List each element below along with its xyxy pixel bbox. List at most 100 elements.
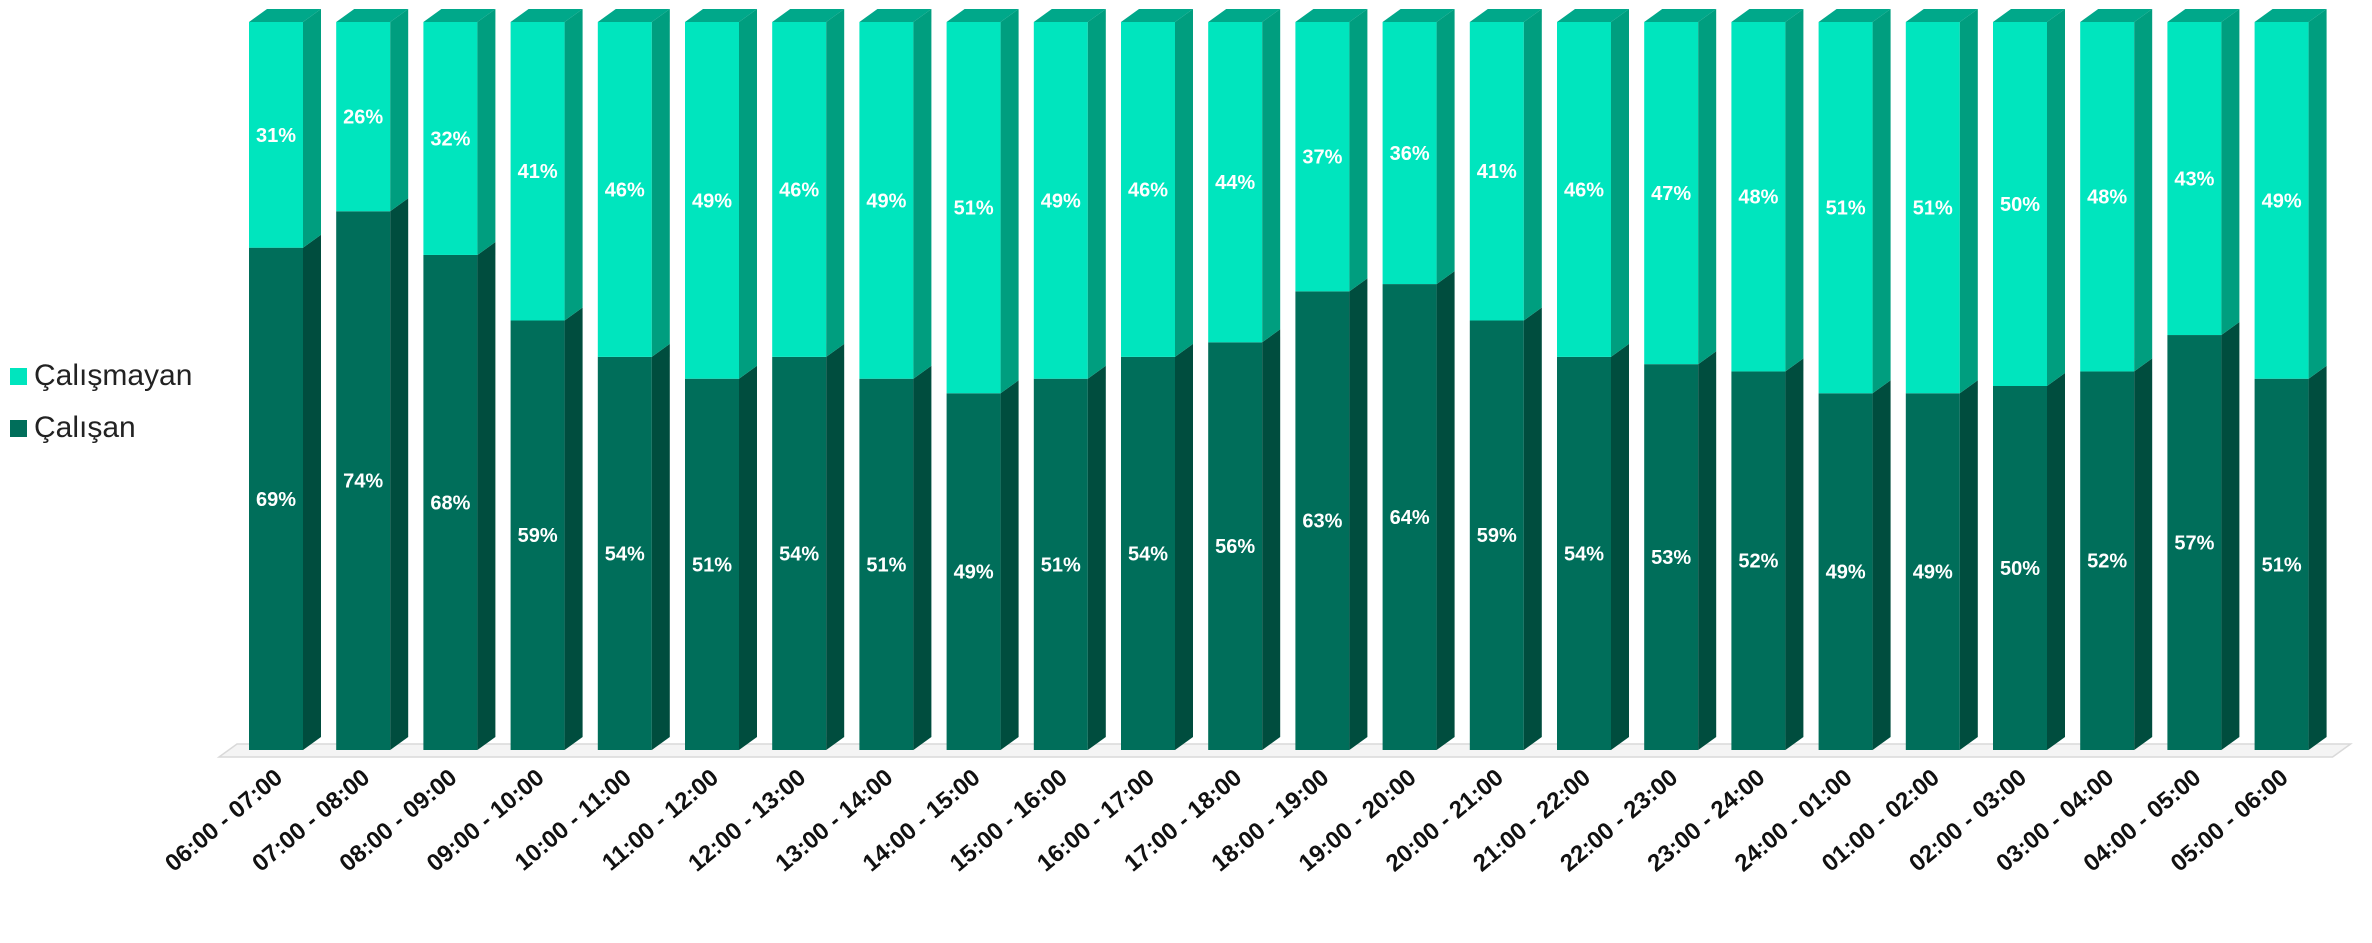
bar-calisan [1208,342,1263,750]
data-label-calisan: 64% [1390,507,1430,529]
bar-calisan-side [2308,365,2327,750]
bar-calismayan [946,22,1001,394]
data-label-calismayan: 49% [1041,190,1081,212]
bar-calismayan [1295,22,1350,292]
bar-calisan-side [1698,351,1717,750]
bar-top-face [1905,9,1978,22]
data-label-calismayan: 48% [1738,187,1778,209]
bar-calismayan-side [739,9,757,379]
bar-top-face [1731,9,1804,22]
bar-calisan [597,356,652,750]
data-label-calisan: 68% [430,492,470,514]
bar-calisan [685,378,739,750]
bar-top-face [510,9,583,22]
data-label-calisan: 50% [2000,558,2040,580]
bar-top-face [423,9,496,22]
legend-item-calismayan: Çalışmayan [10,350,192,402]
bar-calisan [2254,378,2309,750]
bar-top-face [2167,9,2240,22]
data-label-calismayan: 49% [866,190,906,212]
bar-calismayan [510,22,565,321]
bar-calismayan-side [390,9,409,212]
bar-group [2254,9,2327,750]
data-label-calismayan: 51% [1826,198,1866,220]
bar-calismayan [1469,22,1524,321]
bar-group [423,9,496,750]
bar-calismayan [685,22,739,379]
data-label-calismayan: 41% [1477,161,1517,183]
bar-calismayan-side [1436,9,1455,285]
bar-group [1208,9,1281,750]
bar-group [1993,9,2065,750]
bar-group [685,9,757,750]
bar-calisan [946,393,1001,750]
data-label-calisan: 52% [1738,551,1778,573]
bar-top-face [2080,9,2153,22]
data-label-calisan: 63% [1302,511,1342,533]
bar-calismayan [336,22,391,212]
bar-calismayan [2080,22,2135,372]
bar-top-face [1208,9,1281,22]
bar-calismayan-side [2221,9,2240,335]
bar-group [772,9,845,750]
bar-calisan [2167,335,2222,750]
bar-calismayan [1121,22,1175,357]
bar-group [1469,9,1542,750]
data-label-calisan: 49% [1913,562,1953,584]
data-label-calisan: 51% [866,554,906,576]
bar-calismayan-side [2134,9,2153,372]
bar-calismayan-side [1872,9,1891,394]
bar-group [1731,9,1804,750]
bar-calismayan-side [1000,9,1019,394]
bar-calismayan [1818,22,1873,394]
data-label-calisan: 53% [1651,547,1691,569]
bar-calisan-side [390,198,409,751]
bar-calisan-side [651,343,670,750]
data-label-calismayan: 36% [1390,143,1430,165]
data-label-calisan: 56% [1215,536,1255,558]
data-labels-group: 31% 69% 26% 74% 32% 68% 41% 59% 46% 54% 49% 51% 46% 5… [256,107,2302,584]
bar-calismayan-side [1959,9,1978,394]
chart-floor [216,743,2353,758]
bar-calisan-side [1523,307,1542,750]
bar-calisan [1644,364,1699,750]
legend-item-calisan: Çalışan [10,402,192,454]
bar-calisan-side [1262,329,1281,750]
data-label-calismayan: 47% [1651,183,1691,205]
legend-label-calisan: Çalışan [34,411,136,444]
legend-swatch-calismayan [10,367,27,385]
bar-calisan [510,320,565,750]
bar-calismayan [2254,22,2309,379]
bar-calismayan-side [564,9,583,321]
bar-calisan [249,247,303,750]
bar-calismayan-side [2047,9,2065,386]
bar-calismayan [1208,22,1263,343]
bar-top-face [1818,9,1891,22]
data-label-calisan: 54% [605,543,645,565]
bar-calisan-side [477,242,496,750]
bar-top-face [1295,9,1368,22]
bar-calismayan-side [1349,9,1368,292]
bar-group [249,9,321,750]
data-label-calismayan: 50% [2000,194,2040,216]
data-label-calisan: 51% [2262,554,2302,576]
bar-calismayan [1033,22,1088,379]
bar-calisan [1818,393,1873,750]
bar-calisan [1993,386,2047,750]
bar-calismayan [2167,22,2222,336]
bar-calismayan [249,22,303,248]
data-label-calisan: 49% [1826,562,1866,584]
data-label-calismayan: 51% [954,198,994,220]
bar-group [1382,9,1455,750]
bar-top-face [1557,9,1629,22]
bar-calismayan-side [2308,9,2327,379]
bar-calismayan-side [1087,9,1106,379]
data-label-calisan: 51% [1041,554,1081,576]
bar-calisan-side [1349,278,1368,750]
bar-calisan-side [2134,358,2153,750]
bar-calismayan-side [1785,9,1804,372]
data-label-calismayan: 46% [779,179,819,201]
bar-calismayan [772,22,827,357]
